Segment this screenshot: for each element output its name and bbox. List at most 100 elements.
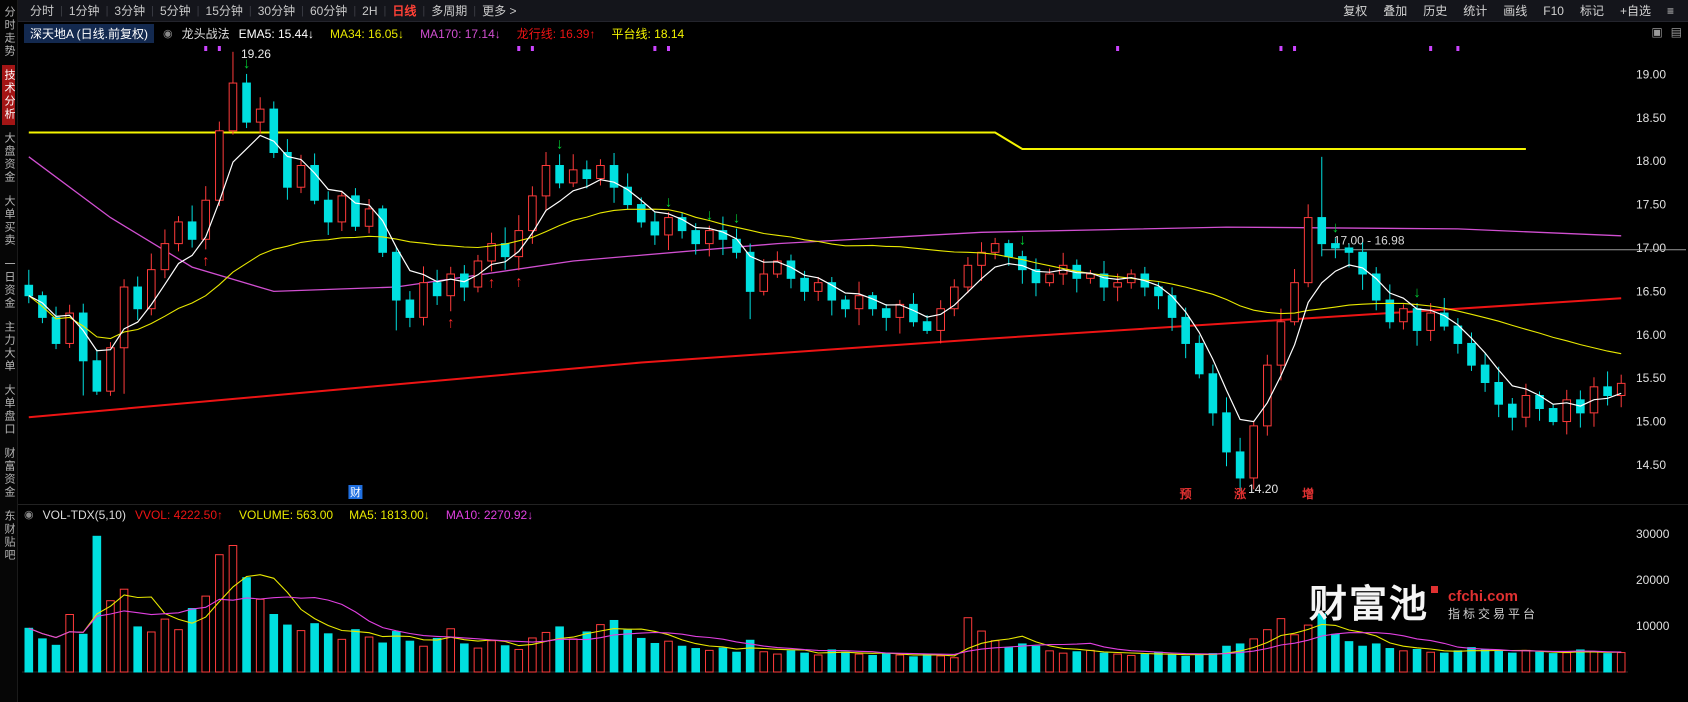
layout-icon[interactable]: ▤ (1670, 25, 1682, 39)
top-toolbar: 分时 | 1分钟 | 3分钟 | 5分钟 | 15分钟 | 30分钟 | 60分钟 | 2H | 日线 | 多周期 |… (18, 0, 1688, 22)
watermark-tagline: 指标交易平台 (1447, 606, 1538, 621)
indicator-value: MA34: 16.05↓ (330, 26, 405, 41)
toolbar-button-1[interactable]: 复权 (1343, 4, 1368, 18)
period-tab-2[interactable]: 1分钟 (68, 4, 100, 18)
menu-icon[interactable]: ≡ (1666, 3, 1674, 18)
svg-text:↓: ↓ (706, 207, 714, 224)
toolbar-actions: 复权 叠加 历史 统计 画线 F10 标记 +自选 ≡ (1335, 2, 1682, 19)
price-chart[interactable]: 19.00 18.50 18.00 17.50 17.00 16.50 16.00 15.50… (18, 44, 1688, 504)
svg-text:14.20: 14.20 (1248, 482, 1278, 496)
indicator-value: EMA5: 15.44↓ (238, 26, 315, 41)
svg-text:20000: 20000 (1636, 573, 1670, 587)
svg-text:17.00: 17.00 (1636, 241, 1666, 255)
svg-text:↓: ↓ (1019, 232, 1026, 249)
volume-indicator-name: VOL-TDX(5,10) (42, 507, 126, 522)
svg-text:↓: ↓ (556, 135, 564, 152)
separator: | (353, 4, 357, 17)
sidebar-item-9[interactable]: 东财贴吧 (3, 510, 15, 562)
sidebar-item-4[interactable]: 大单买卖 (3, 195, 15, 247)
indicator-toggle-icon[interactable]: ◉ (163, 27, 173, 40)
svg-text:增: 增 (1302, 486, 1314, 501)
period-tab-1[interactable]: 分时 (30, 4, 55, 18)
sidebar-item-3[interactable]: 大盘资金 (3, 132, 15, 184)
svg-text:↑: ↑ (488, 274, 496, 291)
watermark-site: cfchi.com (1447, 588, 1519, 606)
svg-text:↓: ↓ (1332, 219, 1340, 236)
volume-axis-labels: 30000 20000 10000 (1636, 527, 1670, 633)
ma-lines-layer (28, 134, 1622, 423)
watermark-brand: 财富池 (1309, 586, 1438, 624)
sidebar-item-7[interactable]: 大单盘口 (3, 384, 15, 436)
top-signal-marks (204, 46, 1460, 51)
svg-text:15.00: 15.00 (1636, 415, 1666, 429)
svg-text:↓: ↓ (665, 193, 673, 210)
toolbar-button-7[interactable]: 标记 (1579, 4, 1604, 18)
separator: | (473, 4, 477, 17)
left-sidebar: 分时走势技术分析大盘资金大单买卖一日资金主力大单大单盘口财富资金东财贴吧 (0, 0, 18, 702)
svg-text:18.00: 18.00 (1636, 154, 1666, 168)
separator: | (248, 4, 252, 17)
candles-layer (24, 51, 1626, 491)
svg-text:10000: 10000 (1636, 619, 1670, 633)
svg-text:16.50: 16.50 (1636, 284, 1666, 298)
period-tab-5[interactable]: 15分钟 (205, 4, 243, 18)
overlay-lines-layer (28, 131, 1622, 419)
sidebar-item-6[interactable]: 主力大单 (3, 321, 15, 373)
sidebar-item-5[interactable]: 一日资金 (3, 258, 15, 310)
period-tab-10[interactable]: 多周期 (431, 4, 468, 18)
period-tab-7[interactable]: 60分钟 (309, 4, 348, 18)
volume-indicator-header: ◉ VOL-TDX(5,10) VVOL: 4222.50↑ VOLUME: 56… (18, 504, 1688, 524)
period-tab-6[interactable]: 30分钟 (257, 4, 296, 18)
signal-arrows-layer: ↓ ↓ ↓ ↓ ↓ ↓ ↓ ↓ ↑ ↑ ↑ ↑ (202, 55, 1421, 331)
toolbar-button-5[interactable]: 画线 (1503, 4, 1528, 18)
price-annotations: 19.26 14.20 (241, 47, 1279, 496)
separator: | (151, 4, 154, 17)
svg-text:涨: 涨 (1234, 486, 1246, 501)
separator: | (301, 4, 304, 17)
period-tab-11[interactable]: 更多 > (482, 4, 517, 18)
indicator-values: EMA5: 15.44↓ MA34: 16.05↓ MA170: 17.14↓ 龙行线… (239, 25, 701, 42)
separator: | (383, 4, 387, 17)
svg-text:19.26: 19.26 (241, 47, 271, 61)
toolbar-button-4[interactable]: 统计 (1463, 4, 1488, 18)
period-tab-9[interactable]: 日线 (392, 4, 417, 18)
toolbar-button-6[interactable]: F10 (1543, 3, 1564, 18)
svg-text:预: 预 (1180, 487, 1192, 501)
volume-value: MA5: 1813.00↓ (349, 507, 430, 522)
sidebar-item-2[interactable]: 技术分析 (2, 65, 15, 125)
toolbar-button-3[interactable]: 历史 (1423, 4, 1448, 18)
svg-text:17.00 - 16.98: 17.00 - 16.98 (1334, 234, 1405, 248)
separator: | (196, 4, 200, 17)
svg-text:↓: ↓ (733, 210, 741, 227)
svg-text:↑: ↑ (515, 273, 523, 290)
indicator-name: 龙头战法 (181, 26, 230, 41)
volume-value: VOLUME: 563.00 (239, 507, 334, 522)
period-tab-4[interactable]: 5分钟 (159, 4, 191, 18)
sidebar-item-1[interactable]: 分时走势 (3, 6, 15, 58)
indicator-value: 龙行线: 16.39↑ (516, 26, 596, 41)
svg-text:14.50: 14.50 (1636, 458, 1666, 472)
volume-value: VVOL: 4222.50↑ (134, 507, 224, 522)
period-tab-8[interactable]: 2H (362, 3, 378, 18)
volume-chart[interactable]: 30000 20000 10000 (18, 524, 1688, 702)
stock-title[interactable]: 深天地A (日线.前复权) (24, 23, 155, 43)
price-axis-labels: 19.00 18.50 18.00 17.50 17.00 16.50 16.00 15.50… (1636, 67, 1666, 472)
period-tab-3[interactable]: 3分钟 (114, 4, 146, 18)
volume-indicator-values: VVOL: 4222.50↑ VOLUME: 563.00 MA5: 1813.00… (135, 508, 549, 522)
volume-toggle-icon[interactable]: ◉ (24, 509, 34, 521)
toolbar-button-2[interactable]: 叠加 (1383, 4, 1408, 18)
separator: | (422, 4, 426, 17)
svg-text:↓: ↓ (243, 55, 251, 72)
toolbar-button-8[interactable]: +自选 (1619, 4, 1651, 18)
sidebar-item-8[interactable]: 财富资金 (3, 447, 15, 499)
event-markers[interactable]: 财预涨增 (348, 485, 1314, 501)
volume-ma-lines (28, 574, 1622, 657)
svg-text:财: 财 (350, 485, 361, 499)
separator: | (105, 4, 109, 17)
screenshot-icon[interactable]: ▣ (1651, 25, 1663, 39)
indicator-value: MA170: 17.14↓ (420, 26, 501, 41)
svg-text:15.50: 15.50 (1636, 371, 1666, 385)
svg-text:17.50: 17.50 (1636, 198, 1666, 212)
svg-text:↑: ↑ (202, 252, 210, 269)
